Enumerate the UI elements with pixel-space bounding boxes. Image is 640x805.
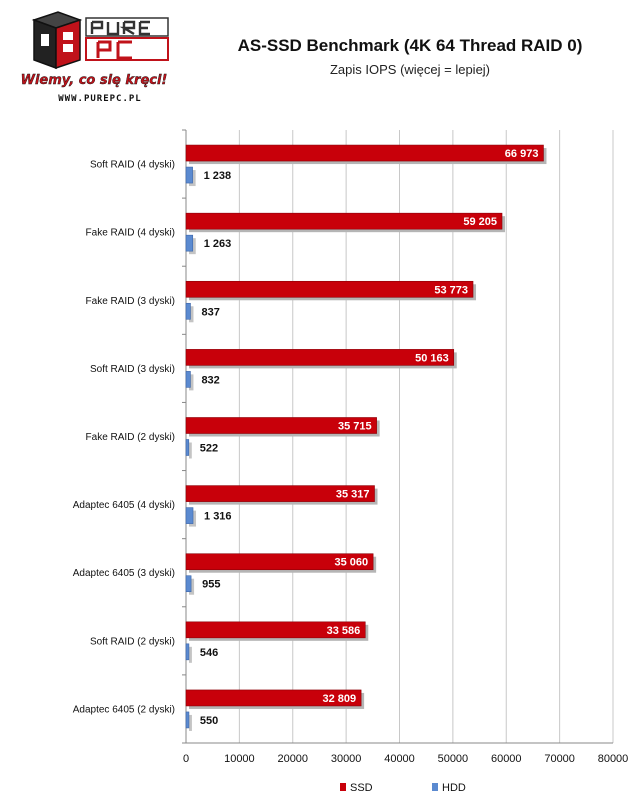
x-tick-label: 0 — [183, 753, 189, 765]
x-tick-label: 10000 — [224, 753, 255, 765]
x-tick-label: 80000 — [598, 753, 629, 765]
hdd-bar — [185, 507, 194, 524]
ssd-value-label: 59 205 — [463, 216, 497, 228]
hdd-bar — [185, 302, 191, 320]
brand-wordmark — [85, 17, 169, 61]
hdd-bar — [185, 575, 192, 593]
x-tick-label: 60000 — [491, 753, 522, 765]
ssd-value-label: 35 317 — [336, 489, 370, 501]
category-label: Soft RAID (3 dyski) — [90, 364, 175, 375]
x-tick-label: 70000 — [544, 753, 575, 765]
logo-slogan: Wiemy, co się kręci! — [21, 73, 168, 88]
legend-swatch — [340, 783, 346, 791]
legend-swatch — [432, 783, 438, 791]
x-tick-label: 50000 — [438, 753, 469, 765]
hdd-value-label: 837 — [201, 306, 219, 318]
ssd-bar — [185, 349, 455, 366]
legend-label: HDD — [442, 782, 466, 794]
x-tick-label: 20000 — [277, 753, 308, 765]
legend-label: SSD — [350, 782, 373, 794]
ssd-value-label: 35 715 — [338, 421, 372, 433]
hdd-bar — [185, 643, 190, 661]
ssd-value-label: 66 973 — [505, 148, 539, 160]
hdd-value-label: 832 — [201, 374, 219, 386]
hdd-bar — [185, 439, 190, 456]
hdd-bar — [185, 166, 193, 184]
hdd-value-label: 1 316 — [204, 511, 232, 523]
ssd-bar — [185, 689, 362, 707]
ssd-value-label: 33 586 — [327, 625, 361, 637]
hdd-value-label: 550 — [200, 715, 218, 727]
ssd-bar — [185, 553, 374, 571]
category-label: Adaptec 6405 (2 dyski) — [73, 704, 175, 715]
chart-title: AS-SSD Benchmark (4K 64 Thread RAID 0) — [237, 36, 583, 55]
hdd-value-label: 1 263 — [204, 238, 232, 250]
hdd-value-label: 522 — [200, 443, 218, 455]
purepc-logo: Wiemy, co się kręci! WWW.PUREPC.PL — [20, 11, 169, 104]
category-label: Soft RAID (4 dyski) — [90, 160, 175, 171]
ssd-value-label: 53 773 — [434, 284, 468, 296]
category-label: Fake RAID (4 dyski) — [86, 228, 175, 239]
category-label: Adaptec 6405 (4 dyski) — [73, 500, 175, 511]
ssd-value-label: 50 163 — [415, 352, 449, 364]
hdd-bar-shadow — [189, 374, 194, 391]
ssd-bar — [185, 212, 503, 230]
hdd-bar — [185, 371, 191, 388]
chart-subtitle: Zapis IOPS (więcej = lepiej) — [329, 62, 491, 77]
category-label: Soft RAID (2 dyski) — [90, 636, 175, 647]
ssd-value-label: 32 809 — [322, 693, 356, 705]
category-label: Fake RAID (3 dyski) — [86, 296, 175, 307]
hdd-bar-shadow — [189, 714, 192, 731]
cube-emblem — [31, 11, 83, 70]
ssd-bar — [185, 144, 544, 162]
hdd-bar-shadow — [189, 646, 192, 663]
hdd-value-label: 955 — [202, 579, 220, 591]
ssd-value-label: 35 060 — [334, 557, 368, 569]
ssd-bar — [185, 417, 377, 434]
ssd-bar — [185, 621, 366, 639]
category-label: Adaptec 6405 (3 dyski) — [73, 568, 175, 579]
ssd-bar — [185, 280, 474, 298]
logo-url: WWW.PUREPC.PL — [58, 94, 141, 104]
x-tick-label: 40000 — [384, 753, 415, 765]
hdd-value-label: 1 238 — [204, 170, 232, 182]
hdd-bar-shadow — [189, 306, 194, 323]
hdd-bar-shadow — [189, 442, 192, 459]
hdd-bar — [185, 234, 194, 252]
ssd-bar — [185, 485, 375, 502]
hdd-bar-shadow — [189, 578, 195, 595]
x-tick-label: 30000 — [331, 753, 362, 765]
hdd-bar — [185, 711, 190, 729]
hdd-value-label: 546 — [200, 647, 218, 659]
category-label: Fake RAID (2 dyski) — [86, 432, 175, 443]
chart-header: AS-SSD Benchmark (4K 64 Thread RAID 0) Z… — [200, 36, 620, 77]
